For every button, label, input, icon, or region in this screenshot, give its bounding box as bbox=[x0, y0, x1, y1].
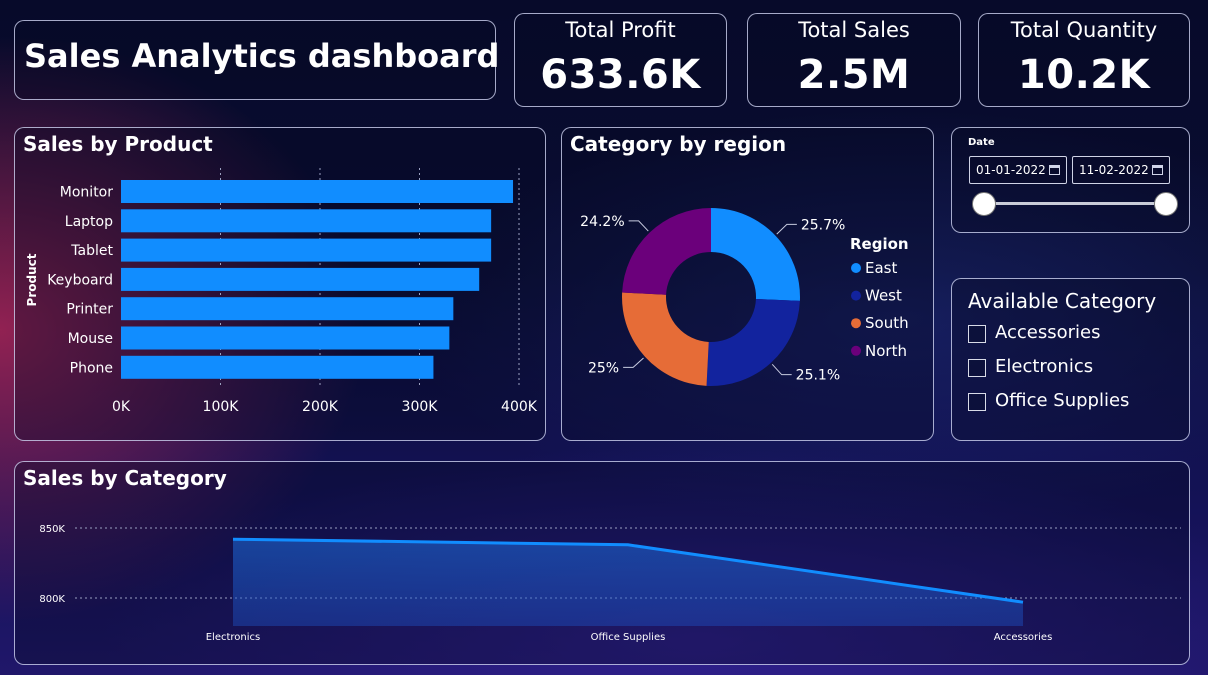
area-fill bbox=[233, 539, 1023, 626]
bar[interactable] bbox=[121, 209, 492, 233]
bar[interactable] bbox=[121, 297, 454, 321]
kpi-title: Total Profit bbox=[565, 18, 676, 42]
category-option-label: Office Supplies bbox=[995, 390, 1130, 411]
y-tick-label: Keyboard bbox=[47, 272, 113, 288]
chart-title: Sales by Category bbox=[23, 466, 227, 490]
bar[interactable] bbox=[121, 326, 450, 350]
dashboard-title: Sales Analytics dashboard bbox=[24, 37, 500, 75]
start-date-input[interactable]: 01-01-2022 bbox=[969, 156, 1067, 184]
slice-leader-line bbox=[628, 220, 649, 232]
end-date-input[interactable]: 11-02-2022 bbox=[1072, 156, 1170, 184]
slice-leader-line bbox=[771, 363, 792, 376]
slice-data-label: 25% bbox=[588, 360, 619, 376]
checkbox[interactable] bbox=[968, 359, 986, 377]
y-tick-label: 800K bbox=[39, 594, 65, 605]
calendar-icon[interactable] bbox=[1152, 165, 1163, 175]
slice-data-label: 25.1% bbox=[796, 368, 840, 384]
chart-title: Sales by Product bbox=[23, 132, 213, 156]
y-tick-label: Mouse bbox=[68, 331, 113, 347]
kpi-value: 10.2K bbox=[1017, 52, 1151, 98]
category-by-region-card: Category by region Region 25.7% 25.1% 25% 2… bbox=[561, 127, 934, 441]
legend-marker bbox=[851, 318, 861, 329]
x-tick-label: 0K bbox=[112, 399, 131, 415]
kpi-card-total-quantity: Total Quantity 10.2K bbox=[978, 13, 1190, 107]
calendar-icon[interactable] bbox=[1049, 165, 1060, 175]
date-label: Date bbox=[968, 137, 995, 148]
kpi-title: Total Quantity bbox=[1010, 18, 1158, 42]
y-tick-label: Tablet bbox=[70, 243, 113, 259]
bar[interactable] bbox=[121, 267, 480, 291]
x-tick-label: 300K bbox=[402, 399, 439, 415]
donut-slice[interactable] bbox=[622, 292, 709, 386]
kpi-value: 2.5M bbox=[797, 52, 911, 98]
kpi-card-total-sales: Total Sales 2.5M bbox=[747, 13, 961, 107]
bar[interactable] bbox=[121, 238, 492, 262]
y-tick-label: Phone bbox=[70, 360, 113, 376]
checkbox[interactable] bbox=[968, 325, 986, 343]
start-date-value: 01-01-2022 bbox=[976, 163, 1046, 177]
legend-marker bbox=[851, 263, 861, 273]
legend-label[interactable]: East bbox=[865, 259, 897, 277]
date-range-start-handle[interactable] bbox=[972, 192, 996, 216]
category-option-label: Accessories bbox=[995, 322, 1101, 343]
x-tick-label: Electronics bbox=[206, 632, 261, 643]
y-axis-label: Product bbox=[25, 253, 39, 306]
x-tick-label: 100K bbox=[203, 399, 240, 415]
bar[interactable] bbox=[121, 180, 514, 203]
legend-marker bbox=[851, 290, 861, 301]
slice-data-label: 25.7% bbox=[801, 217, 845, 233]
x-tick-label: 400K bbox=[501, 399, 538, 415]
donut-slice[interactable] bbox=[706, 298, 800, 387]
end-date-value: 11-02-2022 bbox=[1079, 163, 1149, 177]
sales-by-product-chart: Product 0K 100K 200K 300K 400K Monitor Laptop T… bbox=[25, 168, 538, 415]
chart-title: Category by region bbox=[570, 132, 787, 156]
y-tick-label: Printer bbox=[66, 302, 113, 318]
x-tick-label: 200K bbox=[302, 399, 339, 415]
y-tick-label: Laptop bbox=[65, 214, 113, 230]
y-tick-label: 850K bbox=[39, 524, 65, 535]
kpi-card-total-profit: Total Profit 633.6K bbox=[514, 13, 727, 107]
category-by-region-chart: Region 25.7% 25.1% 25% 24.2% East West South No… bbox=[580, 208, 909, 387]
slice-leader-line bbox=[623, 357, 644, 368]
kpi-title: Total Sales bbox=[798, 18, 910, 42]
legend-label[interactable]: West bbox=[865, 287, 902, 305]
x-tick-label: Accessories bbox=[994, 632, 1053, 643]
legend-title: Region bbox=[850, 235, 909, 253]
sales-by-category-chart: 800K 850K Electronics Office Supplies Access… bbox=[39, 524, 1181, 643]
legend-label[interactable]: North bbox=[865, 342, 907, 360]
donut-slice[interactable] bbox=[711, 208, 800, 301]
legend-marker bbox=[851, 345, 861, 356]
sales-by-product-card: Sales by Product Product 0K 100K 200K 300K 4… bbox=[14, 127, 546, 441]
category-slicer-title: Available Category bbox=[968, 289, 1157, 313]
date-range-end-handle[interactable] bbox=[1154, 192, 1178, 216]
date-slicer-card: Date 01-01-2022 11-02-2022 bbox=[951, 127, 1190, 233]
area-line[interactable] bbox=[232, 537, 1024, 604]
category-slicer-card: Available Category Accessories Electroni… bbox=[951, 278, 1190, 441]
y-tick-label: Monitor bbox=[60, 185, 113, 201]
x-tick-label: Office Supplies bbox=[591, 632, 666, 643]
category-option-label: Electronics bbox=[995, 356, 1094, 377]
title-card: Sales Analytics dashboard bbox=[14, 20, 500, 100]
legend-label[interactable]: South bbox=[865, 314, 909, 332]
bar[interactable] bbox=[121, 355, 434, 379]
kpi-value: 633.6K bbox=[540, 52, 701, 98]
donut-slice[interactable] bbox=[622, 208, 711, 295]
sales-by-category-card: Sales by Category 800K 850K Electronics Off… bbox=[14, 461, 1190, 665]
slice-leader-line bbox=[776, 223, 797, 235]
checkbox[interactable] bbox=[968, 393, 986, 411]
slice-data-label: 24.2% bbox=[580, 214, 624, 230]
date-range-track[interactable] bbox=[984, 202, 1166, 205]
